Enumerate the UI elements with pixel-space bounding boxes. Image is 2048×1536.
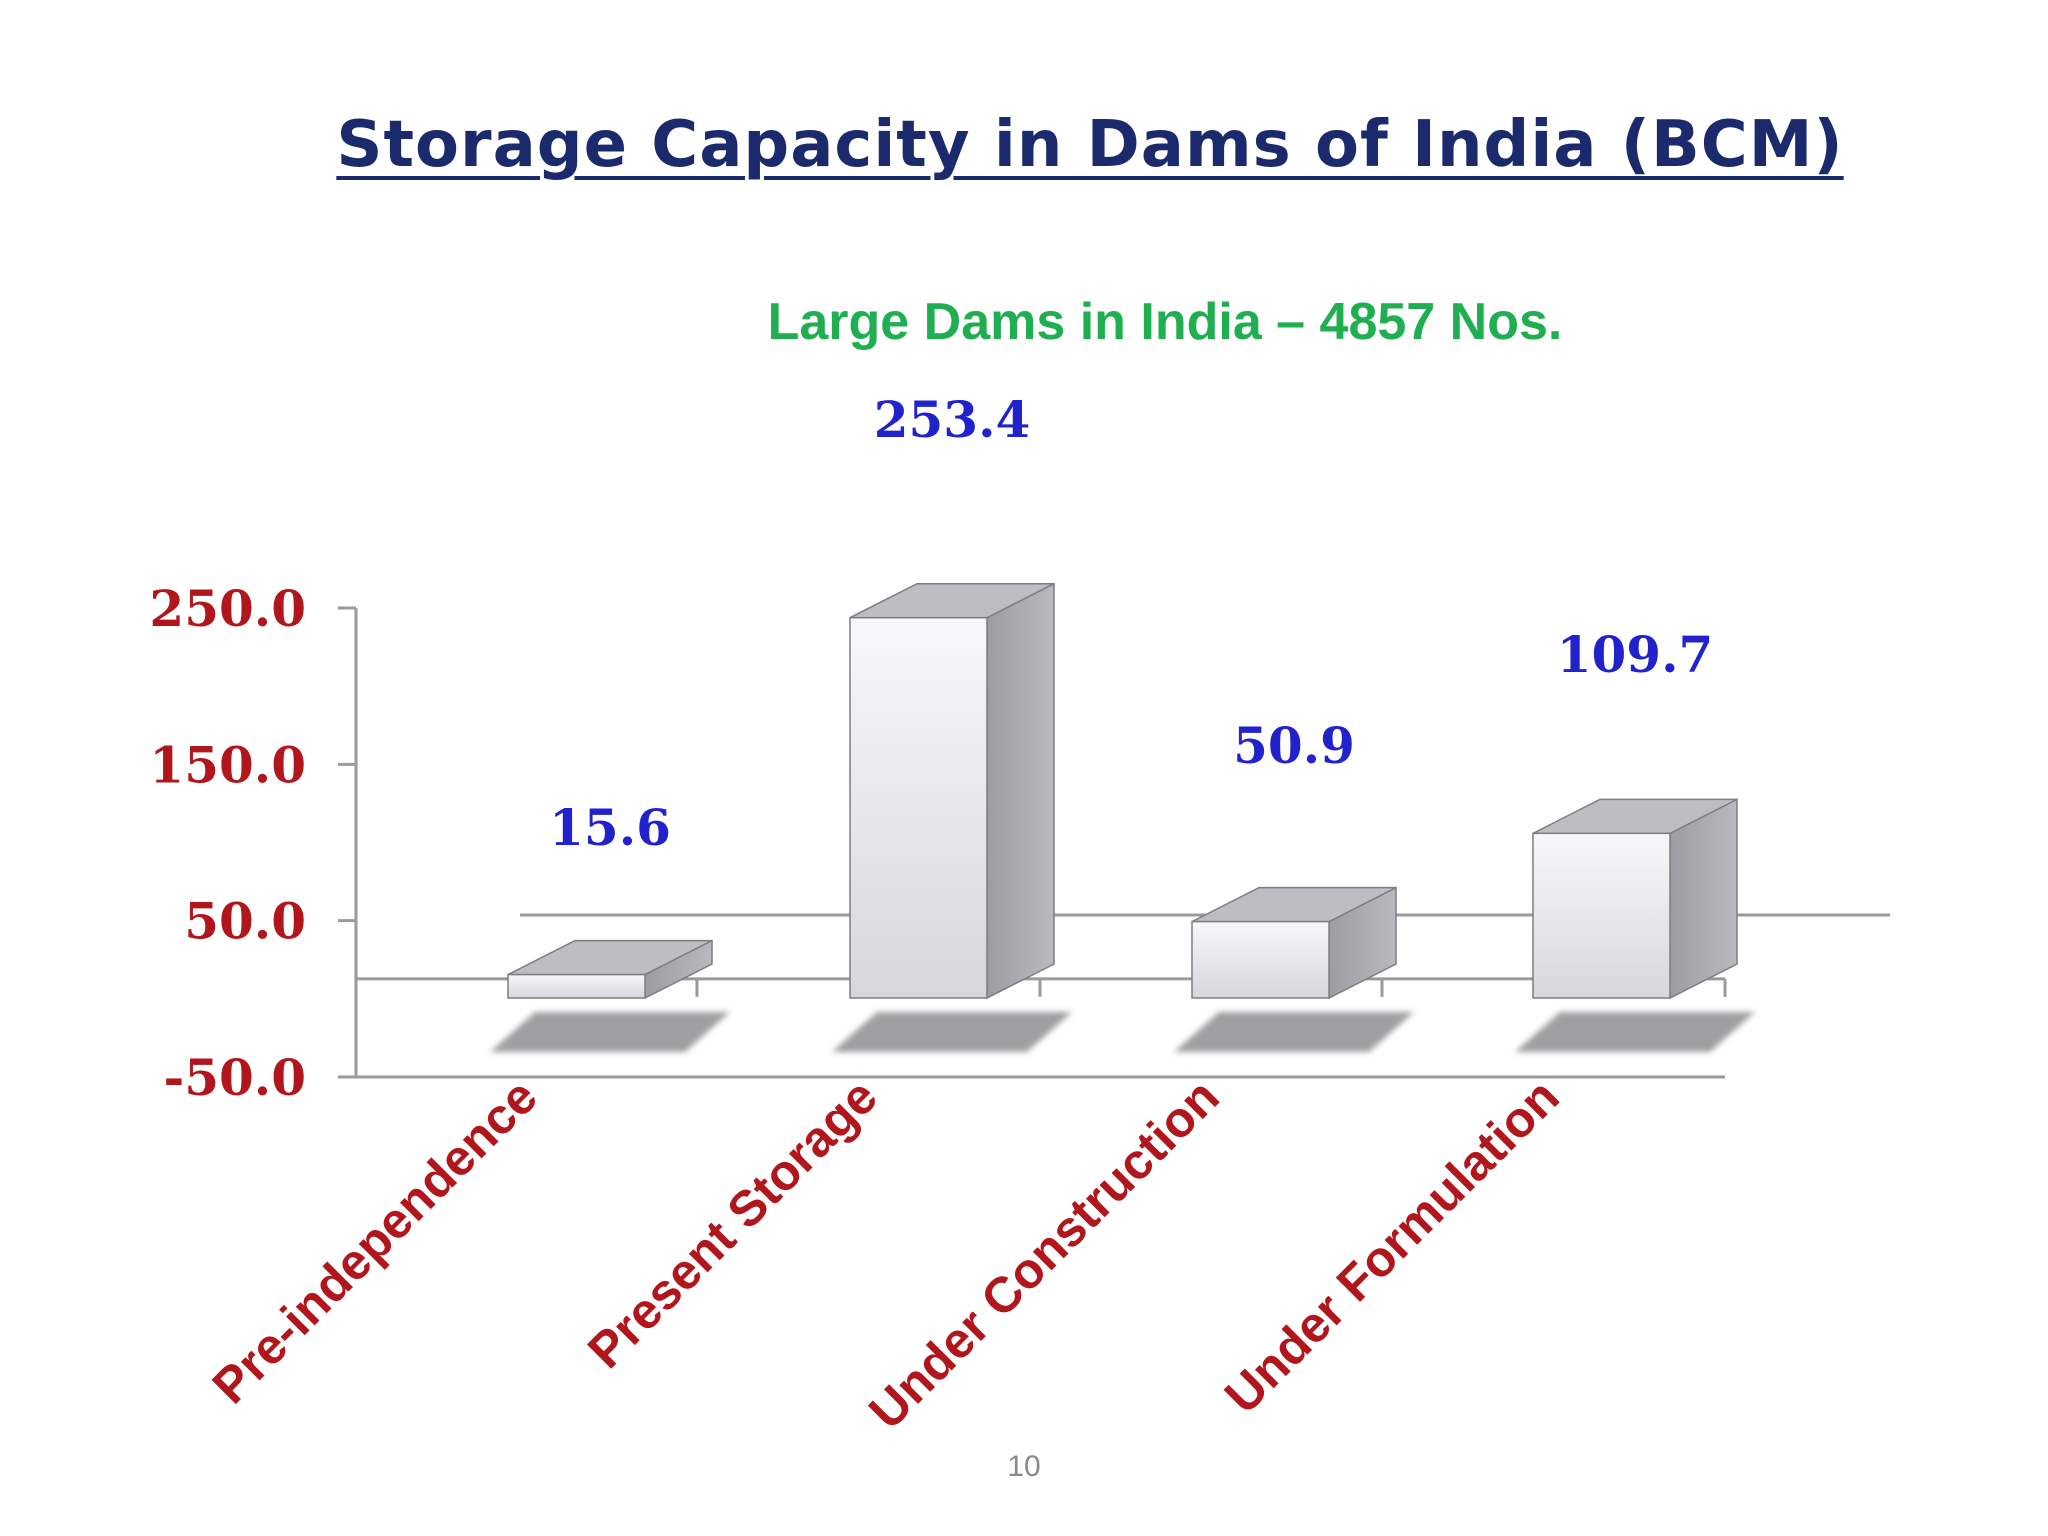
bar bbox=[507, 973, 646, 999]
bar-shadow bbox=[490, 1012, 730, 1052]
chart-subtitle: Large Dams in India – 4857 Nos. bbox=[767, 293, 1563, 351]
bar bbox=[1191, 920, 1330, 999]
bar-side-face bbox=[1669, 798, 1738, 1000]
bar-shadow bbox=[1174, 1012, 1414, 1052]
y-tick-label: 150.0 bbox=[149, 735, 306, 794]
bar-side-face bbox=[986, 582, 1055, 1000]
axis-layer: 250.0 150.0 50.0 -50.0 bbox=[149, 579, 1890, 1107]
data-label: 50.9 bbox=[1233, 716, 1355, 775]
data-label: 109.7 bbox=[1557, 625, 1714, 684]
x-category-label: Under Formulation bbox=[1214, 1068, 1570, 1424]
bar-shadow bbox=[1515, 1012, 1755, 1052]
bar bbox=[1532, 832, 1671, 999]
slide-title: Storage Capacity in Dams of India (BCM) bbox=[336, 108, 1844, 182]
shadow-layer bbox=[490, 1012, 1755, 1052]
x-category-label: Under Construction bbox=[858, 1068, 1230, 1440]
page-number: 10 bbox=[1007, 1450, 1041, 1483]
bar-shadow bbox=[832, 1012, 1072, 1052]
y-tick-label: 50.0 bbox=[184, 892, 306, 951]
x-category-label: Pre-independence bbox=[202, 1068, 548, 1414]
bar bbox=[849, 616, 988, 999]
data-label: 253.4 bbox=[874, 390, 1031, 449]
y-tick-label: 250.0 bbox=[149, 579, 306, 638]
data-label: 15.6 bbox=[549, 798, 671, 857]
y-tick-label: -50.0 bbox=[163, 1048, 306, 1107]
x-category-label: Present Storage bbox=[577, 1068, 888, 1379]
bar-layer bbox=[507, 582, 1738, 1000]
